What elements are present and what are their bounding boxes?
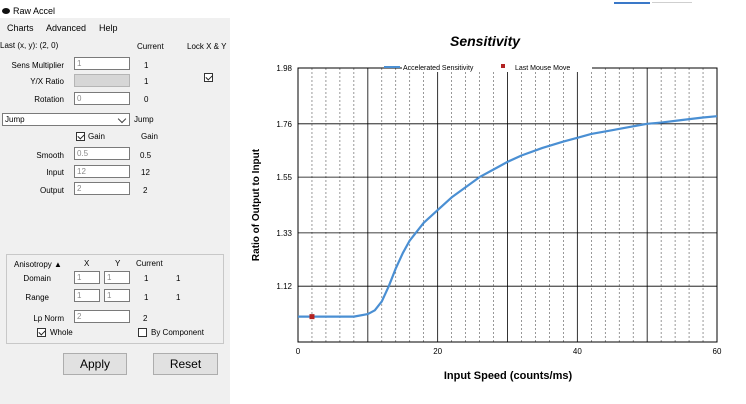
accel-mode-value: Jump — [5, 115, 25, 124]
whole-checkbox[interactable] — [37, 328, 46, 337]
smooth-input[interactable]: 0.5 — [74, 147, 130, 160]
title-divider-line — [652, 2, 692, 3]
axis-ticks: 1.98 1.76 1.55 1.33 1.12 0 20 40 60 — [276, 64, 722, 356]
menu-charts[interactable]: Charts — [7, 23, 34, 33]
sens-multiplier-input[interactable]: 1 — [74, 57, 130, 70]
grid-lines — [298, 67, 717, 342]
sens-multiplier-current: 1 — [144, 61, 149, 70]
legend-accel-label: Accelerated Sensitivity — [403, 65, 474, 72]
y-tick-label: 1.12 — [276, 282, 292, 291]
gain-label: Gain — [88, 132, 105, 141]
accel-mode-current: Jump — [134, 115, 154, 124]
anisotropy-group: Anisotropy ▲ X Y Current Domain 1 1 1 1 … — [6, 254, 224, 344]
output-current: 2 — [143, 186, 148, 195]
y-tick-label: 1.76 — [276, 120, 292, 129]
gain-checkbox[interactable] — [76, 132, 85, 141]
x-tick-label: 60 — [713, 347, 722, 356]
smooth-label: Smooth — [36, 151, 64, 160]
series-layer — [298, 115, 718, 320]
by-component-label: By Component — [151, 328, 204, 337]
reset-button[interactable]: Reset — [153, 353, 218, 375]
chevron-down-icon — [117, 114, 127, 124]
yx-ratio-label: Y/X Ratio — [30, 77, 64, 86]
menu-help[interactable]: Help — [99, 23, 118, 33]
x-tick-label: 0 — [296, 347, 301, 356]
settings-panel: Charts Advanced Help Last (x, y): (2, 0)… — [0, 18, 230, 404]
legend: Accelerated Sensitivity Last Mouse Move — [384, 64, 592, 72]
lock-xy-checkbox[interactable] — [204, 73, 213, 82]
sensitivity-chart: Sensitivity 1.98 1.76 1.55 1.33 1.12 0 20 40 60 … — [232, 18, 746, 398]
legend-background — [402, 64, 592, 72]
lp-norm-label: Lp Norm — [33, 314, 64, 323]
sens-multiplier-label: Sens Multiplier — [11, 61, 64, 70]
range-current-y: 1 — [176, 293, 181, 302]
domain-y-input[interactable]: 1 — [104, 271, 130, 284]
range-x-input[interactable]: 1 — [74, 289, 100, 302]
lock-xy-label: Lock X & Y — [187, 42, 227, 51]
range-y-input[interactable]: 1 — [104, 289, 130, 302]
x-tick-label: 40 — [573, 347, 582, 356]
legend-last-move-label: Last Mouse Move — [515, 65, 570, 72]
current-header: Current — [137, 42, 164, 51]
input-current: 12 — [141, 168, 150, 177]
input-value-field[interactable]: 12 — [74, 165, 130, 178]
input-label: Input — [46, 168, 64, 177]
domain-current-x: 1 — [144, 274, 149, 283]
output-value-field[interactable]: 2 — [74, 182, 130, 195]
domain-label: Domain — [23, 274, 51, 283]
accel-mode-dropdown[interactable]: Jump — [2, 113, 130, 126]
y-axis-label: Ratio of Output to Input — [251, 148, 262, 261]
domain-x-input[interactable]: 1 — [74, 271, 100, 284]
x-tick-label: 20 — [433, 347, 442, 356]
rotation-current: 0 — [144, 95, 149, 104]
lp-norm-input[interactable]: 2 — [74, 310, 130, 323]
menu-advanced[interactable]: Advanced — [46, 23, 87, 33]
title-accent-line — [614, 2, 650, 4]
last-xy-label: Last (x, y): (2, 0) — [0, 41, 59, 50]
anisotropy-header[interactable]: Anisotropy ▲ — [14, 260, 62, 269]
domain-current-y: 1 — [176, 274, 181, 283]
by-component-checkbox[interactable] — [138, 328, 147, 337]
legend-last-move-swatch — [501, 64, 505, 68]
y-tick-label: 1.98 — [276, 64, 292, 73]
y-tick-label: 1.33 — [276, 229, 292, 238]
x-axis-label: Input Speed (counts/ms) — [444, 370, 573, 382]
range-current-x: 1 — [144, 293, 149, 302]
anisotropy-x-header: X — [84, 259, 90, 268]
accelerated-sensitivity-line — [298, 115, 718, 318]
rotation-input[interactable]: 0 — [74, 92, 130, 105]
chart-title: Sensitivity — [450, 33, 521, 49]
range-label: Range — [25, 293, 49, 302]
yx-ratio-current: 1 — [144, 77, 149, 86]
yx-ratio-input[interactable] — [74, 74, 130, 87]
rotation-label: Rotation — [34, 95, 64, 104]
gain-current: Gain — [141, 132, 158, 141]
app-icon — [2, 8, 10, 14]
chart-svg: Sensitivity 1.981.761.551.331.120 20 40 60 … — [251, 33, 722, 382]
lp-norm-current: 2 — [143, 314, 148, 323]
y-tick-label: 1.55 — [276, 173, 292, 182]
last-mouse-move-point — [309, 314, 315, 320]
apply-button[interactable]: Apply — [63, 353, 127, 375]
smooth-current: 0.5 — [140, 151, 152, 160]
output-label: Output — [39, 186, 64, 195]
anisotropy-current-header: Current — [136, 259, 163, 268]
whole-label: Whole — [50, 328, 73, 337]
window-title: Raw Accel — [13, 6, 56, 16]
anisotropy-y-header: Y — [115, 259, 121, 268]
